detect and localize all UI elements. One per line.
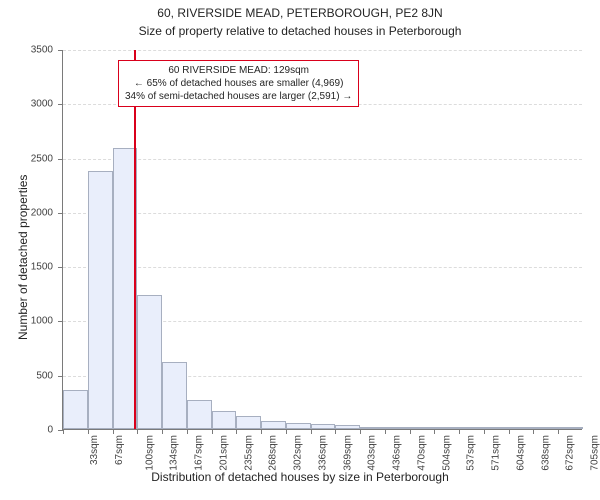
x-tick-mark <box>88 429 89 434</box>
x-tick-label: 235sqm <box>243 435 254 471</box>
x-tick-label: 134sqm <box>169 435 180 471</box>
chart-title-line1: 60, RIVERSIDE MEAD, PETERBOROUGH, PE2 8J… <box>0 6 600 20</box>
x-tick-mark <box>385 429 386 434</box>
x-tick-label: 67sqm <box>114 435 125 465</box>
x-tick-mark <box>509 429 510 434</box>
x-tick-mark <box>558 429 559 434</box>
y-tick-label: 0 <box>47 425 63 436</box>
histogram-bar <box>484 427 509 429</box>
histogram-bar <box>410 427 435 429</box>
callout-box: 60 RIVERSIDE MEAD: 129sqm← 65% of detach… <box>118 60 359 107</box>
callout-line: ← 65% of detached houses are smaller (4,… <box>125 77 352 90</box>
x-tick-label: 201sqm <box>218 435 229 471</box>
x-tick-label: 604sqm <box>516 435 527 471</box>
histogram-bar <box>385 427 410 429</box>
histogram-bar <box>533 427 558 429</box>
x-tick-mark <box>113 429 114 434</box>
histogram-bar <box>137 295 162 429</box>
callout-line: 60 RIVERSIDE MEAD: 129sqm <box>125 64 352 77</box>
histogram-bar <box>236 416 261 429</box>
histogram-bar <box>335 425 360 429</box>
x-axis-label: Distribution of detached houses by size … <box>0 470 600 484</box>
x-tick-mark <box>533 429 534 434</box>
x-tick-label: 336sqm <box>317 435 328 471</box>
x-tick-label: 537sqm <box>466 435 477 471</box>
x-tick-mark <box>360 429 361 434</box>
x-tick-mark <box>410 429 411 434</box>
x-tick-label: 33sqm <box>89 435 100 465</box>
x-tick-label: 705sqm <box>590 435 600 471</box>
y-tick-label: 3000 <box>31 99 63 110</box>
x-tick-mark <box>137 429 138 434</box>
x-tick-label: 167sqm <box>194 435 205 471</box>
histogram-bar <box>212 411 237 429</box>
x-tick-mark <box>162 429 163 434</box>
histogram-bar <box>162 362 187 429</box>
grid-line <box>63 50 582 51</box>
x-tick-mark <box>261 429 262 434</box>
chart-title-line2: Size of property relative to detached ho… <box>0 24 600 38</box>
x-tick-label: 302sqm <box>293 435 304 471</box>
histogram-bar <box>187 400 212 429</box>
histogram-bar <box>286 423 311 430</box>
x-tick-mark <box>63 429 64 434</box>
histogram-bar <box>360 427 385 429</box>
callout-line: 34% of semi-detached houses are larger (… <box>125 90 352 103</box>
y-tick-label: 1500 <box>31 262 63 273</box>
y-tick-label: 3500 <box>31 45 63 56</box>
x-tick-label: 403sqm <box>367 435 378 471</box>
x-tick-label: 470sqm <box>416 435 427 471</box>
histogram-bar <box>459 427 484 429</box>
histogram-bar <box>261 421 286 429</box>
x-tick-mark <box>187 429 188 434</box>
y-tick-label: 2500 <box>31 153 63 164</box>
grid-line <box>63 267 582 268</box>
histogram-bar <box>88 171 113 429</box>
x-tick-mark <box>236 429 237 434</box>
x-tick-mark <box>212 429 213 434</box>
x-tick-mark <box>335 429 336 434</box>
x-tick-mark <box>484 429 485 434</box>
y-tick-label: 2000 <box>31 207 63 218</box>
histogram-bar <box>509 427 534 429</box>
y-tick-label: 1000 <box>31 316 63 327</box>
x-tick-label: 268sqm <box>268 435 279 471</box>
histogram-bar <box>434 427 459 429</box>
x-tick-mark <box>311 429 312 434</box>
x-tick-mark <box>286 429 287 434</box>
x-tick-label: 672sqm <box>565 435 576 471</box>
y-tick-label: 500 <box>36 370 63 381</box>
x-tick-label: 504sqm <box>441 435 452 471</box>
x-tick-label: 436sqm <box>392 435 403 471</box>
x-tick-label: 369sqm <box>342 435 353 471</box>
grid-line <box>63 213 582 214</box>
x-tick-label: 638sqm <box>540 435 551 471</box>
plot-area: 050010001500200025003000350033sqm67sqm10… <box>62 50 582 430</box>
histogram-bar <box>558 427 583 429</box>
histogram-bar <box>311 424 336 429</box>
x-tick-label: 571sqm <box>491 435 502 471</box>
grid-line <box>63 159 582 160</box>
x-tick-label: 100sqm <box>144 435 155 471</box>
x-tick-mark <box>434 429 435 434</box>
y-axis-label: Number of detached properties <box>16 175 30 340</box>
x-tick-mark <box>459 429 460 434</box>
histogram-bar <box>63 390 88 429</box>
